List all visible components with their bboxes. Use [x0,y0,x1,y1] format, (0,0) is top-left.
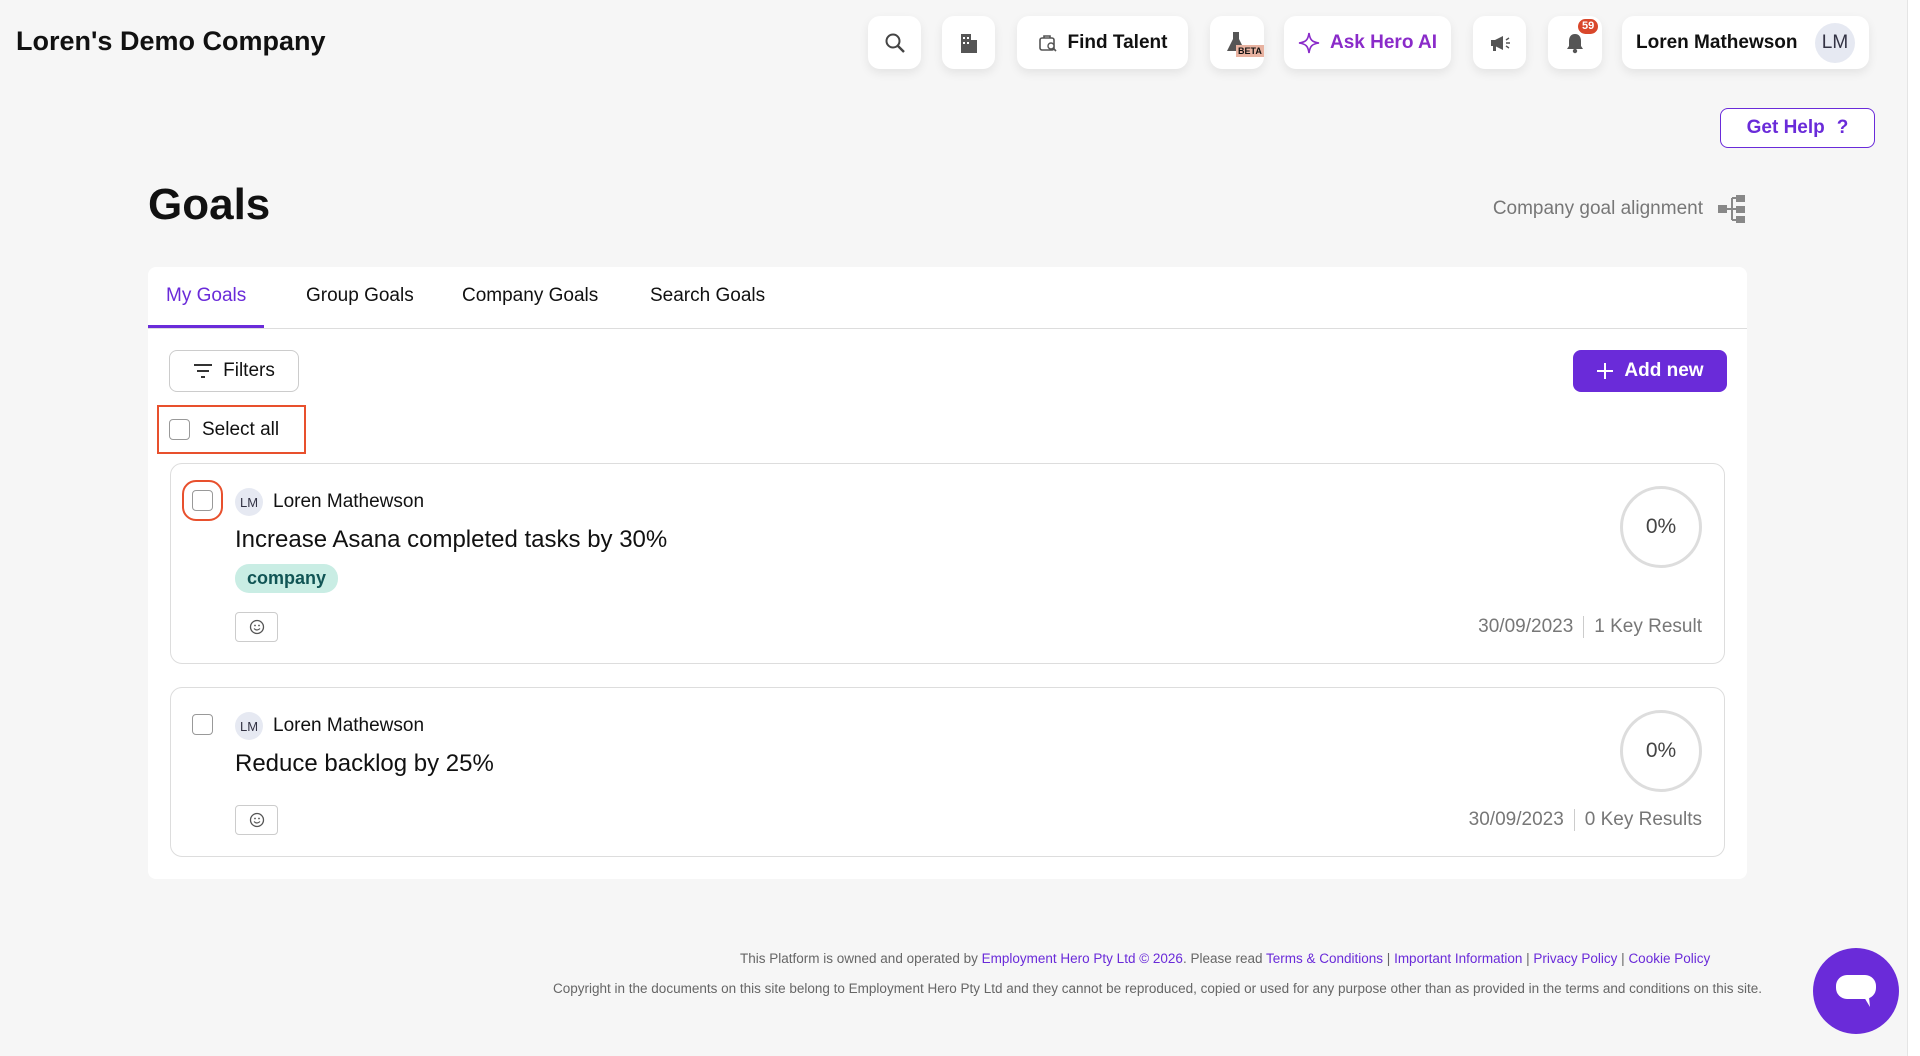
building-icon [960,33,977,53]
goal-tabs: My Goals Group Goals Company Goals Searc… [148,267,1747,329]
search-icon [885,33,905,53]
find-talent-button[interactable]: Find Talent [1017,16,1188,69]
chat-bubble-icon [1836,975,1876,1007]
progress-ring: 0% [1620,710,1702,792]
select-all[interactable]: Select all [157,405,306,454]
select-all-checkbox[interactable] [169,419,190,440]
smiley-icon [249,619,264,635]
reaction-button[interactable] [235,612,278,642]
ask-hero-ai-button[interactable]: Ask Hero AI [1284,16,1451,69]
owner-avatar: LM [235,488,263,516]
sparkle-icon [1298,32,1320,53]
notification-badge: 59 [1578,19,1599,34]
goals-panel: My Goals Group Goals Company Goals Searc… [148,267,1747,879]
terms-link[interactable]: Terms & Conditions [1266,951,1384,966]
page-title: Goals [148,180,271,229]
goal-title[interactable]: Increase Asana completed tasks by 30% [235,526,668,553]
footer-line-1: This Platform is owned and operated by E… [740,951,1711,966]
tab-group-goals[interactable]: Group Goals [306,285,414,306]
goal-card[interactable]: LM Loren Mathewson Reduce backlog by 25% … [170,687,1725,857]
notifications-button[interactable]: 59 [1548,16,1602,69]
progress-ring: 0% [1620,486,1702,568]
company-button[interactable] [942,16,995,69]
announcements-button[interactable] [1473,16,1526,69]
filter-icon [194,364,213,378]
goal-checkbox[interactable] [192,714,213,735]
privacy-link[interactable]: Privacy Policy [1533,951,1618,966]
goal-meta: 30/09/2023 1 Key Result [1478,616,1702,638]
owner-avatar: LM [235,712,263,740]
tab-my-goals[interactable]: My Goals [148,285,265,328]
tab-search-goals[interactable]: Search Goals [650,285,766,306]
get-help-button[interactable]: Get Help? [1720,108,1875,148]
beta-badge: BETA [1236,45,1264,57]
goal-card[interactable]: LM Loren Mathewson Increase Asana complet… [170,463,1725,664]
search-button[interactable] [868,16,921,69]
goal-owner: LM Loren Mathewson [235,712,424,740]
cookie-link[interactable]: Cookie Policy [1628,951,1711,966]
page-scrollbar[interactable] [1907,0,1920,1056]
labs-beta-button[interactable]: BETA [1210,16,1264,69]
user-menu[interactable]: Loren Mathewson LM [1622,16,1869,69]
chat-button[interactable] [1813,948,1899,1034]
goal-tag: company [235,564,339,593]
add-new-button[interactable]: Add new [1573,350,1727,392]
footer-line-2: Copyright in the documents on this site … [553,981,1762,996]
briefcase-search-icon [1038,34,1057,52]
bell-icon [1567,33,1583,53]
hierarchy-icon [1718,195,1745,223]
question-icon: ? [1836,117,1849,138]
filters-button[interactable]: Filters [169,350,299,392]
employment-hero-link[interactable]: Employment Hero Pty Ltd © 2026 [981,951,1183,966]
avatar: LM [1815,22,1855,63]
plus-icon [1597,363,1614,379]
megaphone-icon [1490,35,1510,51]
goal-title[interactable]: Reduce backlog by 25% [235,750,494,777]
important-info-link[interactable]: Important Information [1394,951,1523,966]
goal-meta: 30/09/2023 0 Key Results [1468,809,1702,831]
goal-checkbox[interactable] [182,480,223,521]
goal-owner: LM Loren Mathewson [235,488,424,516]
reaction-button[interactable] [235,805,278,835]
smiley-icon [249,812,264,828]
company-goal-alignment-link[interactable]: Company goal alignment [1493,194,1747,224]
company-name: Loren's Demo Company [16,26,326,56]
tab-company-goals[interactable]: Company Goals [462,285,599,306]
